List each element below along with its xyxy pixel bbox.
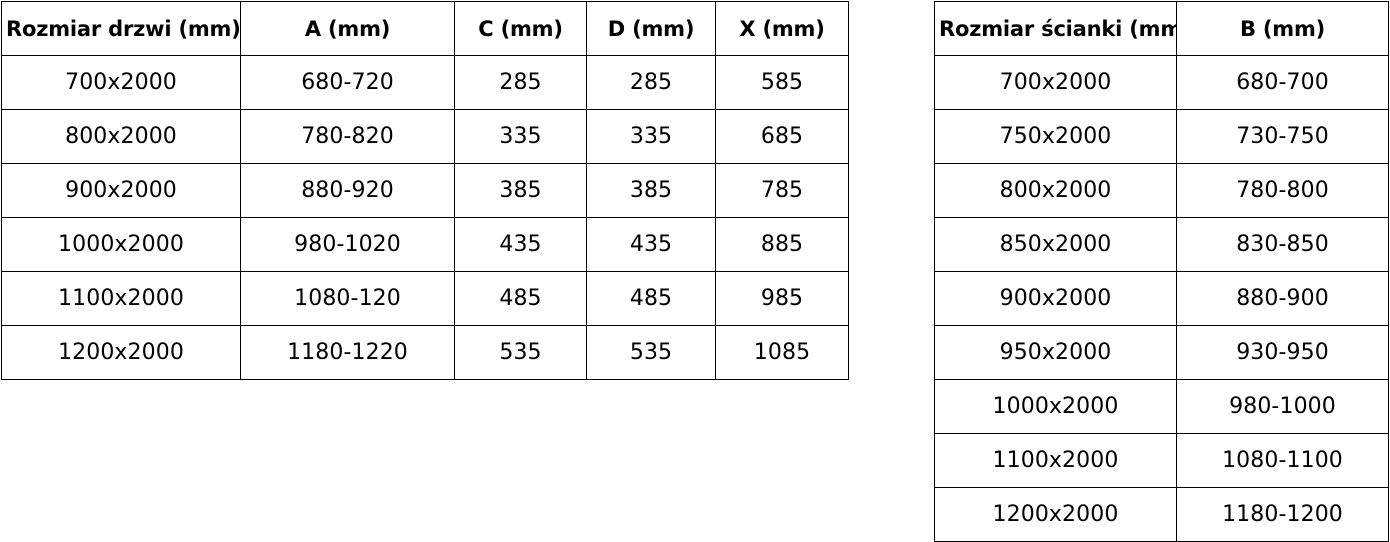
table-row: 1000x2000 980-1000 [934,379,1389,434]
table-row: 1100x2000 1080-120 485 485 985 [1,271,849,326]
cell-d: 435 [586,217,716,272]
table-row: 950x2000 930-950 [934,325,1389,380]
table-row: 900x2000 880-920 385 385 785 [1,163,849,218]
cell-b: 930-950 [1176,325,1389,380]
cell-b: 1180-1200 [1176,487,1389,542]
cell-d: 335 [586,109,716,164]
table-row: 750x2000 730-750 [934,109,1389,164]
cell-d: 535 [586,325,716,380]
door-size-table: Rozmiar drzwi (mm) A (mm) C (mm) D (mm) … [1,1,849,380]
cell-a: 780-820 [240,109,455,164]
cell-wall-size: 750x2000 [934,109,1177,164]
cell-wall-size: 800x2000 [934,163,1177,218]
table-row: 1100x2000 1080-1100 [934,433,1389,488]
cell-b: 780-800 [1176,163,1389,218]
column-header-x: X (mm) [715,1,849,56]
table-row: 700x2000 680-700 [934,55,1389,110]
wall-table-header: Rozmiar ścianki (mm) B (mm) [934,1,1389,56]
cell-a: 880-920 [240,163,455,218]
wall-table-body: 700x2000 680-700 750x2000 730-750 800x20… [934,55,1389,542]
cell-wall-size: 1100x2000 [934,433,1177,488]
table-header-row: Rozmiar drzwi (mm) A (mm) C (mm) D (mm) … [1,1,849,56]
cell-wall-size: 850x2000 [934,217,1177,272]
table-row: 1200x2000 1180-1200 [934,487,1389,542]
column-header-door-size: Rozmiar drzwi (mm) [1,1,241,56]
table-row: 900x2000 880-900 [934,271,1389,326]
column-header-c: C (mm) [454,1,587,56]
table-row: 850x2000 830-850 [934,217,1389,272]
cell-c: 535 [454,325,587,380]
cell-wall-size: 700x2000 [934,55,1177,110]
cell-b: 730-750 [1176,109,1389,164]
cell-door-size: 900x2000 [1,163,241,218]
cell-d: 485 [586,271,716,326]
table-header-row: Rozmiar ścianki (mm) B (mm) [934,1,1389,56]
cell-a: 680-720 [240,55,455,110]
cell-door-size: 800x2000 [1,109,241,164]
table-row: 800x2000 780-800 [934,163,1389,218]
door-table-header: Rozmiar drzwi (mm) A (mm) C (mm) D (mm) … [1,1,849,56]
cell-b: 880-900 [1176,271,1389,326]
cell-b: 830-850 [1176,217,1389,272]
cell-d: 285 [586,55,716,110]
cell-b: 680-700 [1176,55,1389,110]
cell-wall-size: 1200x2000 [934,487,1177,542]
cell-x: 585 [715,55,849,110]
cell-b: 1080-1100 [1176,433,1389,488]
column-header-wall-size: Rozmiar ścianki (mm) [934,1,1177,56]
column-header-b: B (mm) [1176,1,1389,56]
cell-door-size: 1200x2000 [1,325,241,380]
cell-wall-size: 950x2000 [934,325,1177,380]
cell-x: 685 [715,109,849,164]
table-row: 800x2000 780-820 335 335 685 [1,109,849,164]
wall-panel-size-table: Rozmiar ścianki (mm) B (mm) 700x2000 680… [934,1,1389,542]
cell-c: 435 [454,217,587,272]
cell-d: 385 [586,163,716,218]
cell-door-size: 700x2000 [1,55,241,110]
cell-x: 785 [715,163,849,218]
table-row: 700x2000 680-720 285 285 585 [1,55,849,110]
door-table-body: 700x2000 680-720 285 285 585 800x2000 78… [1,55,849,380]
table-row: 1200x2000 1180-1220 535 535 1085 [1,325,849,380]
cell-door-size: 1000x2000 [1,217,241,272]
column-header-d: D (mm) [586,1,716,56]
cell-x: 885 [715,217,849,272]
cell-wall-size: 1000x2000 [934,379,1177,434]
cell-b: 980-1000 [1176,379,1389,434]
cell-x: 985 [715,271,849,326]
cell-c: 285 [454,55,587,110]
cell-wall-size: 900x2000 [934,271,1177,326]
cell-c: 485 [454,271,587,326]
column-header-a: A (mm) [240,1,455,56]
cell-a: 1080-120 [240,271,455,326]
cell-door-size: 1100x2000 [1,271,241,326]
cell-c: 385 [454,163,587,218]
table-row: 1000x2000 980-1020 435 435 885 [1,217,849,272]
cell-a: 1180-1220 [240,325,455,380]
cell-a: 980-1020 [240,217,455,272]
cell-x: 1085 [715,325,849,380]
cell-c: 335 [454,109,587,164]
